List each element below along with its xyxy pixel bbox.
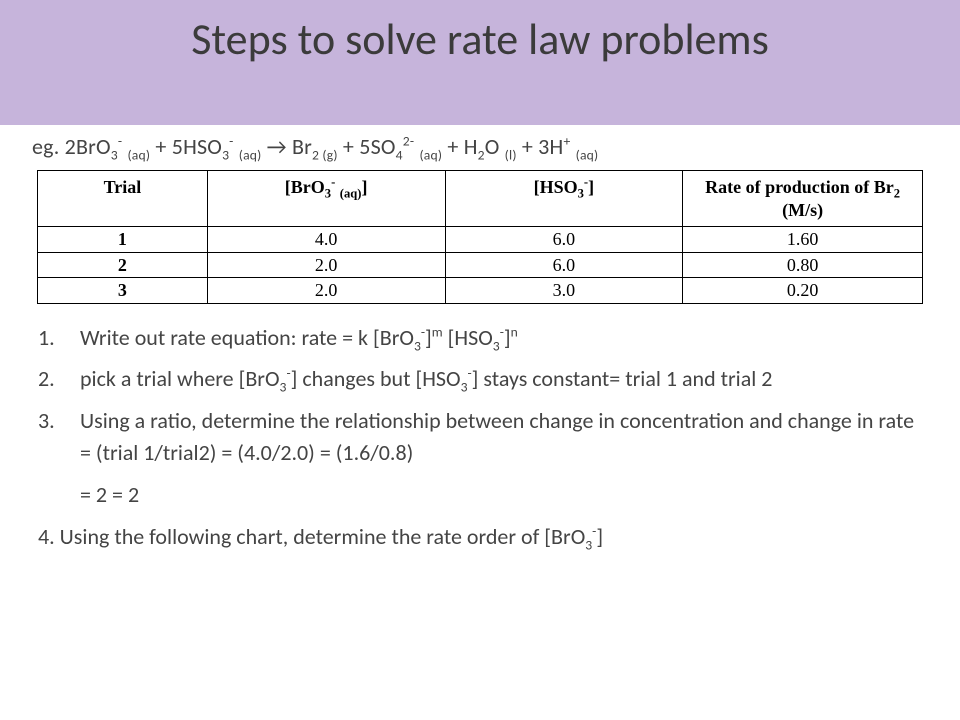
data-table: Trial[BrO3- (aq)][HSO3-]Rate of producti… — [37, 170, 923, 304]
table-row: 14.06.01.60 — [38, 227, 923, 253]
table-cell: 1.60 — [683, 227, 923, 253]
step-3: 3. Using a ratio, determine the relation… — [32, 405, 928, 469]
step-4: 4. Using the following chart, determine … — [32, 521, 928, 553]
slide: Steps to solve rate law problems eg. 2Br… — [0, 0, 960, 720]
table-header-cell: Trial — [38, 171, 208, 227]
table-cell: 3.0 — [445, 278, 683, 304]
table-cell: 3 — [38, 278, 208, 304]
step-number: 2. — [32, 363, 80, 395]
table-row: 22.06.00.80 — [38, 252, 923, 278]
step-text: Write out rate equation: rate = k [BrO3-… — [80, 322, 928, 354]
table-cell: 0.80 — [683, 252, 923, 278]
table-cell: 4.0 — [207, 227, 445, 253]
table-header-cell: Rate of production of Br2 (M/s) — [683, 171, 923, 227]
slide-title: Steps to solve rate law problems — [0, 0, 960, 65]
table-body: 14.06.01.6022.06.00.8032.03.00.20 — [38, 227, 923, 304]
table-header-row: Trial[BrO3- (aq)][HSO3-]Rate of producti… — [38, 171, 923, 227]
table-cell: 0.20 — [683, 278, 923, 304]
steps-list: 1. Write out rate equation: rate = k [Br… — [32, 322, 928, 553]
step-1: 1. Write out rate equation: rate = k [Br… — [32, 322, 928, 354]
step-number: 1. — [32, 322, 80, 354]
step-number: 3. — [32, 405, 80, 469]
table-cell: 6.0 — [445, 227, 683, 253]
table-cell: 2.0 — [207, 252, 445, 278]
step-text: pick a trial where [BrO3-] changes but [… — [80, 363, 928, 395]
table-row: 32.03.00.20 — [38, 278, 923, 304]
step-3-continuation: = 2 = 2 — [80, 479, 928, 511]
step-2: 2. pick a trial where [BrO3-] changes bu… — [32, 363, 928, 395]
table-header-cell: [HSO3-] — [445, 171, 683, 227]
table-cell: 6.0 — [445, 252, 683, 278]
table-cell: 2 — [38, 252, 208, 278]
table-header-cell: [BrO3- (aq)] — [207, 171, 445, 227]
reaction-equation: eg. 2BrO3- (aq) + 5HSO3- (aq) → Br2 (g) … — [32, 133, 928, 160]
step-text: Using a ratio, determine the relationshi… — [80, 405, 928, 469]
table-cell: 2.0 — [207, 278, 445, 304]
table-cell: 1 — [38, 227, 208, 253]
content-area: eg. 2BrO3- (aq) + 5HSO3- (aq) → Br2 (g) … — [0, 125, 960, 720]
